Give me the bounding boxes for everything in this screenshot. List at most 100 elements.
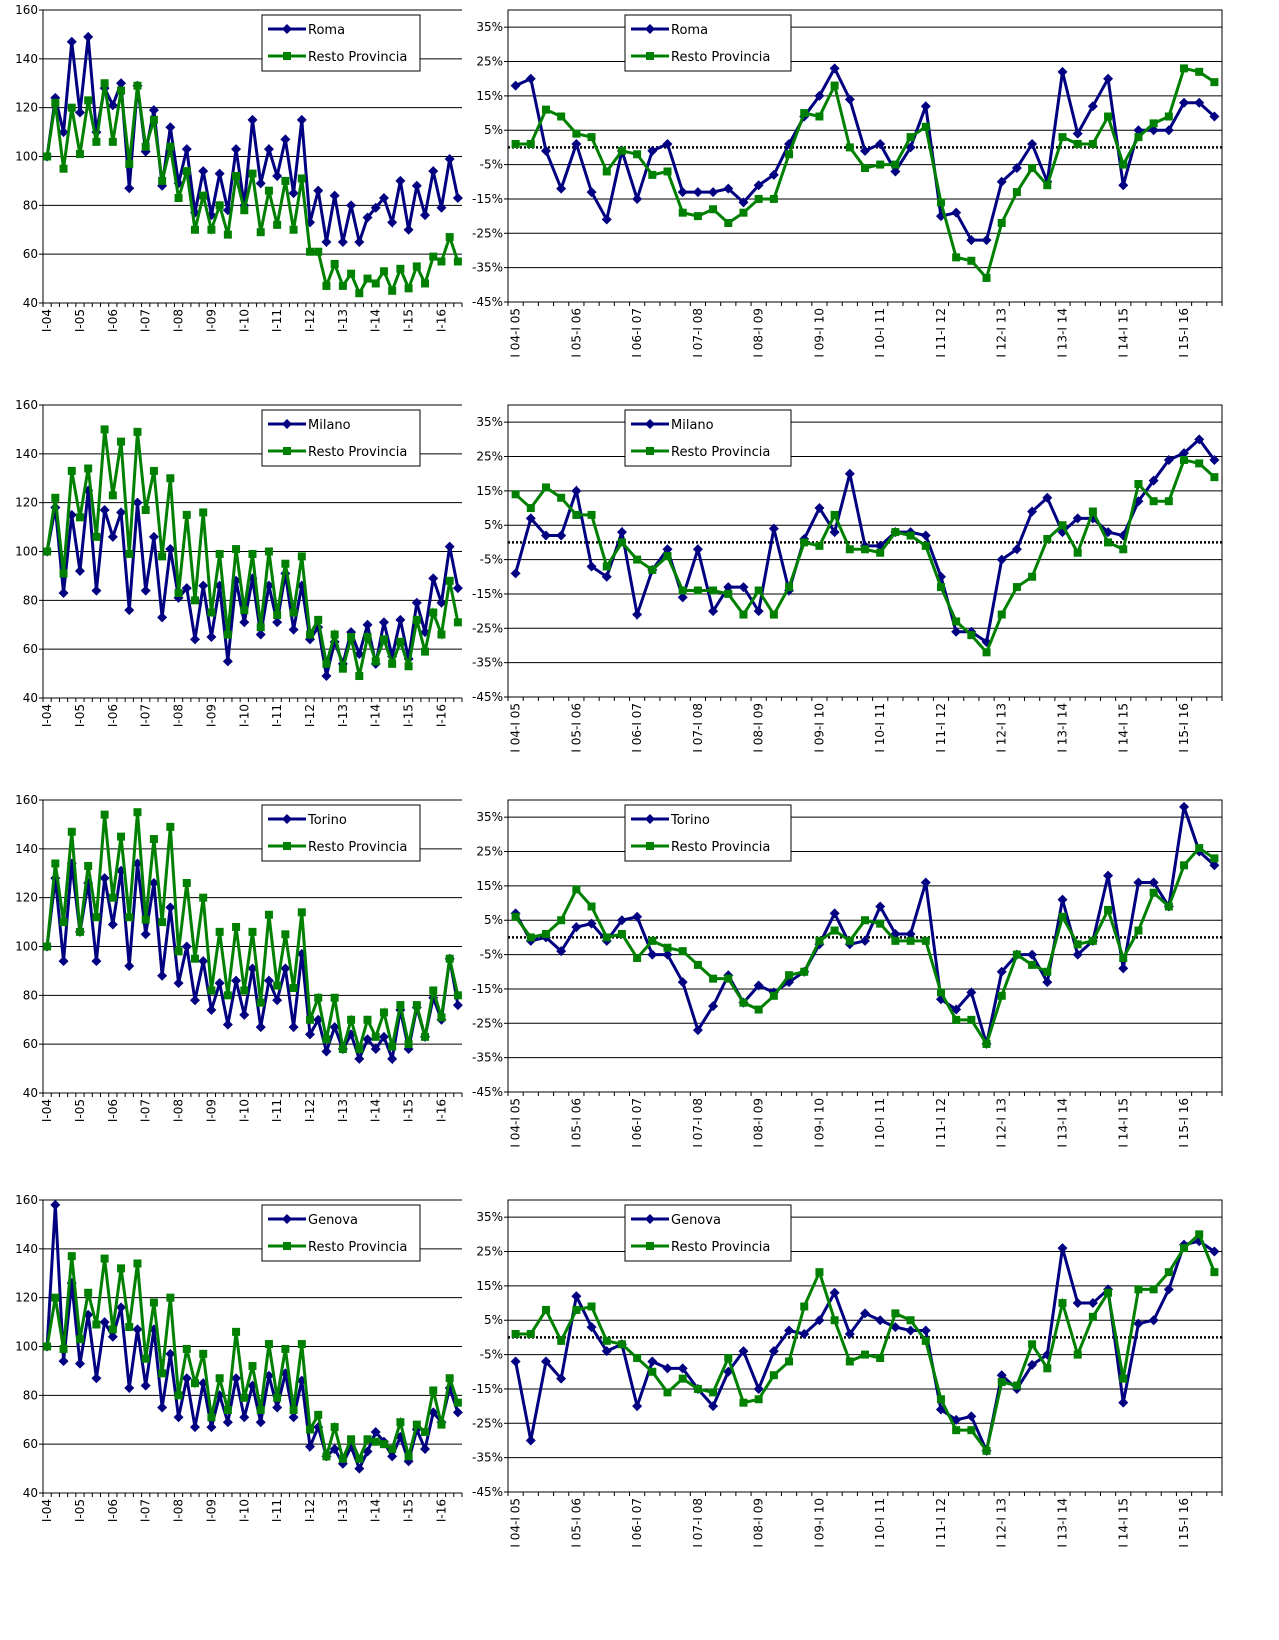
point-marker (222, 1019, 233, 1030)
point-marker (1012, 583, 1021, 592)
point-marker (388, 659, 397, 668)
point-marker (556, 1373, 567, 1384)
y-tick-label: -5% (480, 948, 503, 962)
point-marker (288, 1022, 299, 1033)
y-tick-label: 5% (484, 913, 503, 927)
point-marker (132, 497, 143, 508)
point-marker (556, 946, 567, 957)
point-marker (906, 1316, 915, 1325)
point-marker (967, 1015, 976, 1024)
point-marker (845, 1357, 854, 1366)
point-marker (1104, 112, 1113, 121)
x-tick-label: I-16 (434, 309, 448, 332)
point-marker (678, 947, 687, 956)
point-marker (920, 101, 931, 112)
point-marker (784, 1325, 795, 1336)
point-marker (223, 630, 232, 639)
point-marker (845, 143, 854, 152)
point-marker (1043, 181, 1052, 190)
point-marker (347, 269, 356, 278)
point-marker (905, 142, 916, 153)
point-marker (541, 483, 550, 492)
legend-box (624, 14, 792, 72)
point-marker (429, 1386, 438, 1395)
point-marker (182, 510, 191, 519)
x-tick-label: I 10-I 11 (873, 703, 887, 753)
point-marker (165, 902, 176, 913)
point-marker (1104, 538, 1113, 547)
point-marker (43, 1342, 52, 1351)
point-marker (876, 1354, 885, 1363)
point-marker (967, 256, 976, 265)
point-marker (800, 109, 809, 118)
point-marker (738, 1346, 749, 1357)
x-tick-label: I-06 (106, 309, 120, 332)
point-marker (240, 986, 249, 995)
point-marker (297, 174, 306, 183)
point-marker (404, 1452, 413, 1461)
point-marker (378, 193, 389, 204)
point-marker (297, 908, 306, 917)
x-tick-label: I-11 (270, 1099, 284, 1122)
point-marker (540, 530, 551, 541)
point-marker (724, 218, 733, 227)
legend-label: Milano (308, 418, 351, 433)
point-marker (322, 281, 331, 290)
point-marker (99, 1317, 110, 1328)
point-marker (100, 79, 109, 88)
y-tick-label: 140 (15, 52, 38, 66)
point-marker (617, 538, 626, 547)
point-marker (387, 217, 398, 228)
point-marker (587, 902, 596, 911)
point-marker (379, 635, 388, 644)
point-marker (753, 980, 764, 991)
point-marker (1028, 1340, 1037, 1349)
point-marker (1011, 163, 1022, 174)
point-marker (43, 152, 52, 161)
point-marker (288, 1412, 299, 1423)
line-chart: 40 60 80 100 120 140 160 I-04 I-05 I-06 I-07 I-08 I-… (15, 793, 463, 1122)
point-marker (255, 629, 266, 640)
legend-label: Torino (670, 813, 710, 828)
point-marker (157, 1402, 168, 1413)
point-marker (117, 437, 126, 446)
point-marker (239, 1412, 250, 1423)
point-marker (1058, 521, 1067, 530)
point-marker (617, 1340, 626, 1349)
point-marker (572, 885, 581, 894)
point-marker (1148, 125, 1159, 136)
point-marker (248, 1362, 257, 1371)
point-marker (158, 552, 167, 561)
x-tick-label: I-12 (303, 1099, 317, 1122)
point-marker (1148, 1315, 1159, 1326)
legend: Torino Resto Provincia (261, 804, 421, 862)
point-marker (107, 1331, 118, 1342)
point-marker (586, 561, 597, 572)
point-marker (1164, 1268, 1173, 1277)
point-marker (289, 984, 298, 993)
x-tick-label: I-06 (106, 1499, 120, 1522)
point-marker (330, 993, 339, 1002)
point-marker (215, 549, 224, 558)
x-tick-label: I-07 (139, 704, 153, 727)
point-marker (207, 986, 216, 995)
point-marker (905, 1325, 916, 1336)
point-marker (511, 1329, 520, 1338)
point-marker (830, 81, 839, 90)
y-tick-label: 15% (476, 1279, 503, 1293)
point-marker (1210, 473, 1219, 482)
legend-box (261, 1204, 421, 1262)
point-marker (174, 194, 183, 203)
legend-marker (283, 842, 291, 850)
point-marker (1073, 1350, 1082, 1359)
point-marker (1057, 1243, 1068, 1254)
point-marker (800, 538, 809, 547)
point-marker (198, 956, 209, 967)
point-marker (363, 1015, 372, 1024)
point-marker (117, 1264, 126, 1273)
point-marker (67, 827, 76, 836)
x-tick-label: I-15 (402, 309, 416, 332)
point-marker (247, 114, 258, 125)
x-tick-label: I 14-I 15 (1116, 1098, 1130, 1148)
y-tick-label: -5% (480, 1348, 503, 1362)
